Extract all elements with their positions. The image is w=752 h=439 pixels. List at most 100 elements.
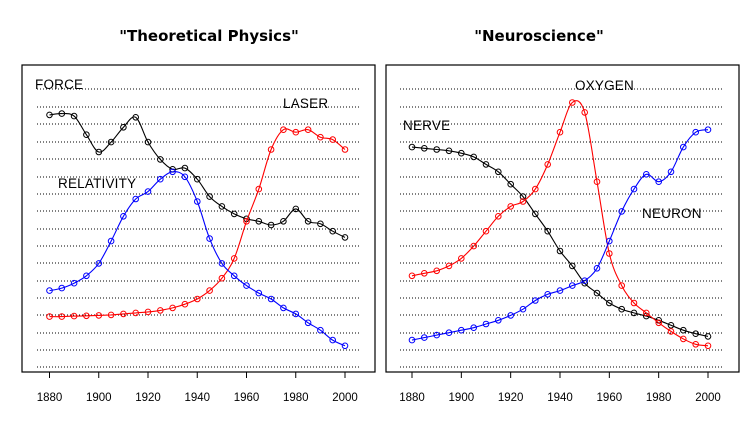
data-point-laser — [206, 287, 213, 294]
data-point-laser — [157, 307, 164, 314]
data-point-force — [317, 220, 324, 228]
data-point-laser — [304, 126, 312, 133]
data-point-neuron — [495, 317, 502, 324]
series-label-laser: LASER — [283, 96, 328, 111]
data-point-laser — [267, 146, 275, 153]
chart-title: "Neuroscience" — [474, 27, 604, 45]
data-point-neuron — [544, 291, 552, 298]
data-point-nerve — [495, 168, 502, 176]
data-point-nerve — [482, 161, 490, 168]
data-point-oxygen — [581, 109, 589, 116]
data-point-neuron — [630, 185, 638, 193]
data-point-nerve — [556, 247, 564, 255]
data-point-neuron — [408, 336, 416, 344]
data-point-oxygen — [495, 213, 502, 220]
data-point-laser — [317, 133, 324, 141]
data-point-nerve — [408, 143, 416, 151]
data-point-nerve — [680, 326, 687, 334]
data-point-laser — [341, 146, 349, 153]
data-point-relativity — [243, 282, 250, 289]
x-tick-label: 1880 — [37, 392, 63, 404]
data-point-force — [70, 112, 78, 120]
data-point-force — [267, 221, 275, 229]
data-point-nerve — [704, 333, 712, 340]
data-point-laser — [218, 274, 226, 282]
x-tick-label: 1960 — [234, 392, 260, 404]
data-point-oxygen — [667, 328, 675, 335]
data-point-relativity — [107, 237, 115, 245]
data-point-force — [341, 234, 349, 241]
data-point-nerve — [593, 289, 601, 297]
data-point-laser — [181, 300, 189, 308]
data-point-force — [157, 156, 164, 163]
data-point-neuron — [458, 326, 465, 334]
data-point-laser — [46, 313, 53, 320]
data-point-laser — [280, 126, 287, 133]
data-point-neuron — [680, 143, 687, 151]
data-point-neuron — [692, 128, 700, 136]
data-point-relativity — [267, 295, 275, 303]
data-point-laser — [70, 312, 78, 320]
data-point-relativity — [317, 326, 324, 334]
series-line-neuron — [411, 129, 709, 341]
series-line-oxygen — [411, 100, 709, 347]
series-line-relativity — [49, 171, 346, 347]
data-point-oxygen — [643, 309, 650, 317]
data-point-neuron — [482, 320, 490, 328]
data-point-neuron — [569, 282, 576, 289]
data-point-nerve — [544, 227, 552, 235]
data-point-oxygen — [433, 267, 441, 275]
data-point-relativity — [132, 195, 139, 203]
data-point-laser — [95, 312, 103, 319]
data-point-nerve — [569, 262, 576, 270]
data-point-oxygen — [408, 272, 416, 280]
data-point-force — [83, 131, 90, 138]
data-point-force — [230, 210, 238, 218]
data-point-neuron — [581, 277, 589, 285]
data-point-relativity — [280, 304, 287, 312]
data-point-relativity — [169, 168, 176, 176]
data-point-relativity — [58, 284, 66, 292]
data-point-force — [46, 111, 53, 119]
data-point-oxygen — [507, 203, 515, 210]
data-point-relativity — [70, 279, 78, 287]
data-point-oxygen — [470, 242, 478, 250]
data-point-oxygen — [556, 128, 564, 136]
data-point-neuron — [704, 126, 712, 133]
data-point-oxygen — [569, 99, 576, 106]
chart-title: "Theoretical Physics" — [119, 27, 299, 45]
series-line-nerve — [411, 146, 709, 337]
data-point-nerve — [458, 149, 465, 157]
data-point-neuron — [606, 237, 613, 245]
data-point-nerve — [421, 145, 428, 152]
data-point-relativity — [292, 310, 300, 318]
data-point-oxygen — [482, 227, 490, 235]
series-label-force: FORCE — [35, 77, 83, 92]
data-point-laser — [58, 313, 66, 320]
data-point-relativity — [304, 319, 312, 327]
data-point-oxygen — [704, 342, 712, 350]
data-point-force — [120, 124, 127, 131]
plot-frame — [385, 64, 740, 373]
x-tick-label: 1900 — [449, 392, 475, 404]
data-point-nerve — [470, 153, 478, 161]
data-point-relativity — [341, 342, 349, 350]
data-point-relativity — [144, 188, 152, 195]
data-point-nerve — [433, 146, 441, 153]
data-point-laser — [194, 295, 201, 303]
data-point-force — [144, 138, 152, 146]
data-point-neuron — [556, 287, 564, 294]
data-point-oxygen — [445, 262, 453, 270]
data-point-force — [194, 175, 201, 183]
x-tick-label: 1980 — [646, 392, 672, 404]
series-label-oxygen: OXYGEN — [575, 78, 634, 93]
data-point-relativity — [194, 198, 201, 205]
data-point-relativity — [230, 272, 238, 280]
data-point-oxygen — [618, 282, 626, 289]
data-point-force — [95, 148, 103, 156]
data-point-neuron — [421, 334, 428, 341]
series-line-laser — [49, 128, 346, 318]
data-point-laser — [144, 308, 152, 316]
data-point-force — [292, 205, 300, 213]
